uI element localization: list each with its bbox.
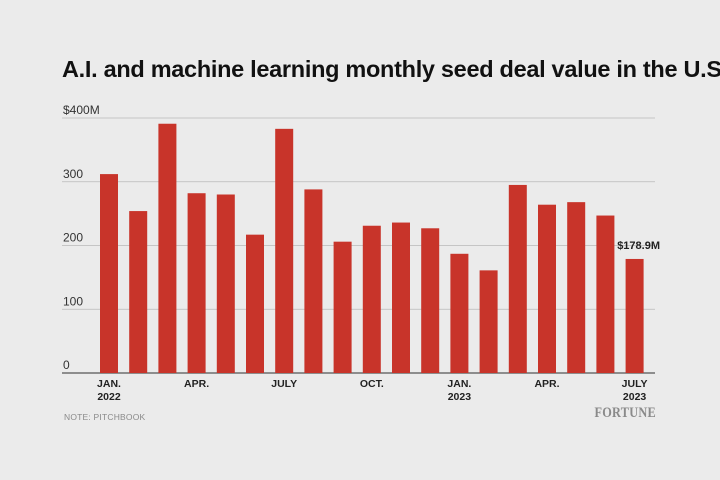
bar xyxy=(100,174,118,373)
x-tick-label: APR. xyxy=(534,378,559,390)
bar xyxy=(625,258,644,373)
bar xyxy=(479,270,498,373)
y-tick-label: 300 xyxy=(63,167,83,181)
x-tick-label: APR. xyxy=(184,378,209,390)
bars xyxy=(100,123,644,373)
x-tick-label: JULY xyxy=(271,378,297,390)
x-tick-label: OCT. xyxy=(360,378,384,390)
bar xyxy=(508,184,527,373)
y-tick-label: 100 xyxy=(63,294,83,308)
x-tick-label-year: 2022 xyxy=(97,391,121,403)
fortune-logo: FORTUNE xyxy=(594,405,656,421)
bar xyxy=(216,194,235,373)
x-tick-label-year: 2023 xyxy=(623,391,647,403)
bar xyxy=(333,241,352,373)
bar xyxy=(538,204,556,373)
bar xyxy=(421,228,440,373)
bar xyxy=(392,222,410,373)
bar xyxy=(246,234,264,373)
x-tick-label: JAN. xyxy=(97,378,121,390)
bar xyxy=(304,189,323,373)
gridlines xyxy=(62,117,655,374)
x-tick-label: JULY xyxy=(622,378,648,390)
y-tick-label: 0 xyxy=(63,358,70,372)
bar xyxy=(275,128,294,373)
bar xyxy=(596,215,615,373)
bar xyxy=(129,211,148,373)
bar xyxy=(187,193,206,373)
bar xyxy=(567,202,586,373)
x-tick-label-year: 2023 xyxy=(448,391,472,403)
chart-title: A.I. and machine learning monthly seed d… xyxy=(62,56,720,82)
data-label: $178.9M xyxy=(617,240,660,252)
bar xyxy=(158,123,177,373)
y-tick-label: 200 xyxy=(63,231,83,245)
source-note: NOTE: PITCHBOOK xyxy=(64,412,146,422)
y-tick-label: $400M xyxy=(63,103,100,117)
x-tick-label: JAN. xyxy=(447,378,471,390)
bar xyxy=(362,225,381,373)
bar xyxy=(450,253,469,373)
